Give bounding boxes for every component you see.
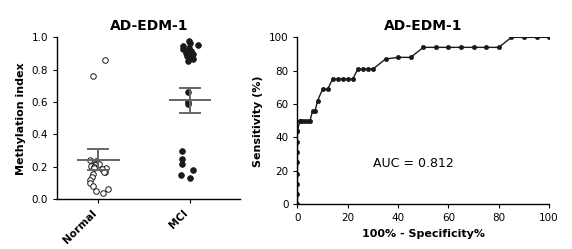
Point [98, 191, 108, 195]
Point [85, 181, 94, 185]
Point [193, 43, 202, 47]
Point [184, 102, 193, 106]
Point [178, 162, 187, 166]
Point [177, 173, 186, 177]
Point [92, 189, 101, 193]
Y-axis label: Methylation index: Methylation index [16, 62, 26, 175]
Point [100, 171, 109, 175]
Point [185, 176, 194, 180]
Point [179, 48, 188, 52]
Point [89, 165, 98, 169]
Title: AD-EDM-1: AD-EDM-1 [384, 19, 463, 33]
Point [88, 175, 97, 179]
Point [188, 57, 197, 61]
Point [185, 41, 194, 45]
Point [189, 168, 198, 172]
Point [186, 49, 195, 53]
Point [184, 90, 193, 94]
Point [90, 162, 100, 166]
Point [92, 159, 101, 163]
Point [183, 100, 192, 104]
Point [88, 184, 97, 188]
Point [90, 163, 100, 167]
Point [177, 157, 186, 161]
Point [87, 164, 96, 168]
Point [90, 161, 99, 165]
Point [100, 58, 109, 62]
Y-axis label: Sensitivity (%): Sensitivity (%) [253, 75, 263, 167]
Point [86, 158, 95, 162]
Point [85, 178, 94, 182]
Point [103, 187, 112, 191]
Point [185, 46, 194, 50]
Point [186, 52, 195, 56]
Point [101, 170, 110, 174]
Point [185, 39, 194, 43]
Point [178, 149, 187, 153]
Point [188, 56, 197, 60]
Point [88, 74, 97, 78]
Point [98, 167, 107, 171]
Point [188, 52, 197, 56]
Text: AUC = 0.812: AUC = 0.812 [373, 157, 454, 171]
Point [184, 59, 193, 63]
Point [182, 51, 191, 55]
Point [183, 54, 192, 58]
Point [89, 172, 98, 176]
X-axis label: 100% - Specificity%: 100% - Specificity% [362, 229, 485, 239]
Title: AD-EDM-1: AD-EDM-1 [109, 19, 188, 33]
Point [178, 44, 188, 48]
Point [89, 166, 98, 170]
Point [101, 166, 110, 170]
Point [94, 162, 104, 166]
